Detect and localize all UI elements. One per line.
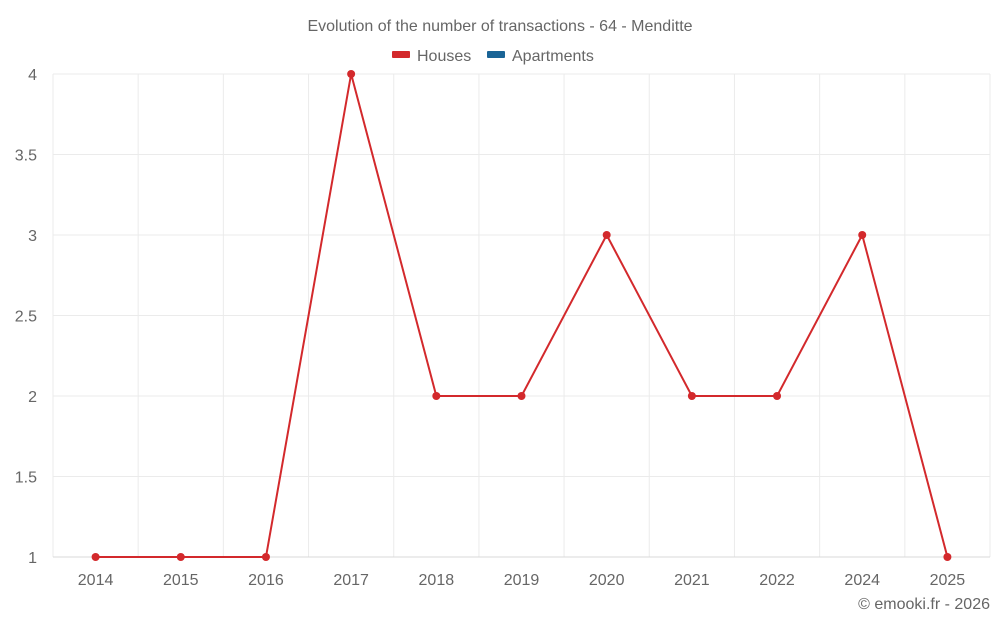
legend-label-houses: Houses xyxy=(417,48,471,65)
data-point[interactable] xyxy=(943,553,952,561)
x-tick-label: 2025 xyxy=(930,572,966,589)
data-point[interactable] xyxy=(91,553,100,561)
data-point[interactable] xyxy=(261,553,270,561)
data-point[interactable] xyxy=(176,553,185,561)
data-point[interactable] xyxy=(858,231,867,239)
y-tick-label: 3 xyxy=(28,228,37,245)
credit-text: © emooki.fr - 2026 xyxy=(858,596,990,613)
data-point[interactable] xyxy=(773,392,782,400)
y-tick-label: 2 xyxy=(28,389,37,406)
series-houses xyxy=(91,70,952,561)
x-tick-label: 2019 xyxy=(504,572,540,589)
x-tick-label: 2016 xyxy=(248,572,284,589)
y-tick-label: 4 xyxy=(28,67,37,84)
legend-label-apartments: Apartments xyxy=(512,48,594,65)
x-tick-label: 2020 xyxy=(589,572,625,589)
legend-item-apartments[interactable]: Apartments xyxy=(487,48,594,65)
data-point[interactable] xyxy=(517,392,526,400)
legend-item-houses[interactable]: Houses xyxy=(392,48,471,65)
x-tick-label: 2017 xyxy=(333,572,369,589)
x-axis-ticks: 2014 2015 2016 2017 2018 2019 2020 2021 2022 2024… xyxy=(78,572,966,589)
data-point[interactable] xyxy=(602,231,611,239)
x-tick-label: 2014 xyxy=(78,572,114,589)
legend-swatch-houses xyxy=(392,51,410,58)
legend: Houses Apartments xyxy=(392,48,594,65)
y-tick-label: 1 xyxy=(28,550,37,567)
data-point[interactable] xyxy=(432,392,441,400)
x-tick-label: 2015 xyxy=(163,572,199,589)
y-tick-label: 2.5 xyxy=(15,309,37,326)
legend-swatch-apartments xyxy=(487,51,505,58)
y-axis-ticks: 1 1.5 2 2.5 3 3.5 4 xyxy=(15,67,37,567)
x-tick-label: 2024 xyxy=(844,572,880,589)
grid xyxy=(52,73,991,558)
data-point[interactable] xyxy=(687,392,696,400)
x-tick-label: 2021 xyxy=(674,572,710,589)
y-tick-label: 1.5 xyxy=(15,470,37,487)
x-tick-label: 2022 xyxy=(759,572,795,589)
y-tick-label: 3.5 xyxy=(15,148,37,165)
x-tick-label: 2018 xyxy=(419,572,455,589)
data-point[interactable] xyxy=(347,70,356,78)
chart-title: Evolution of the number of transactions … xyxy=(307,18,692,35)
